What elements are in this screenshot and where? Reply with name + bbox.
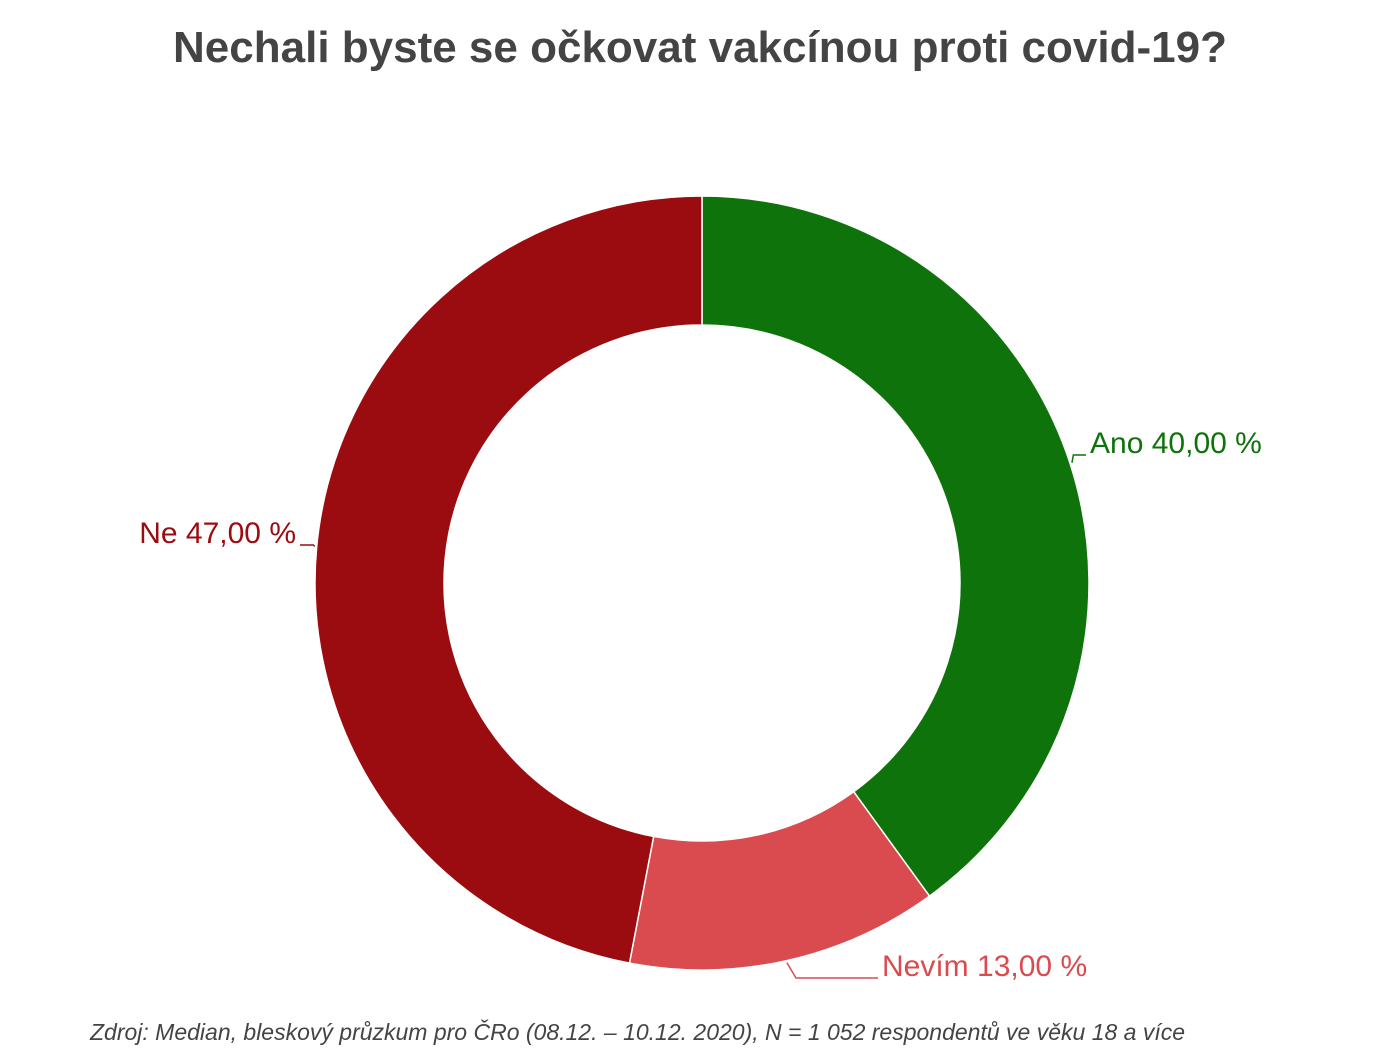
chart-title: Nechali byste se očkovat vakcínou proti …	[173, 23, 1227, 72]
label-value: 40,00 %	[1152, 427, 1262, 460]
label-category: Nevím	[882, 950, 969, 983]
data-label: Ne 47,00 %	[139, 517, 296, 550]
data-label: Ano 40,00 %	[1090, 427, 1262, 460]
label-value: 13,00 %	[977, 950, 1087, 983]
donut-slice	[314, 195, 703, 965]
label-value: 47,00 %	[186, 517, 296, 550]
leader-line	[300, 544, 316, 547]
donut-slice	[701, 195, 1090, 898]
leader-line	[1071, 454, 1086, 463]
source-note: Zdroj: Median, bleskový průzkum pro ČRo …	[89, 1018, 1185, 1045]
data-label: Nevím 13,00 %	[882, 950, 1087, 983]
label-category: Ano	[1090, 427, 1143, 460]
leader-line	[786, 962, 878, 979]
label-category: Ne	[139, 517, 177, 550]
